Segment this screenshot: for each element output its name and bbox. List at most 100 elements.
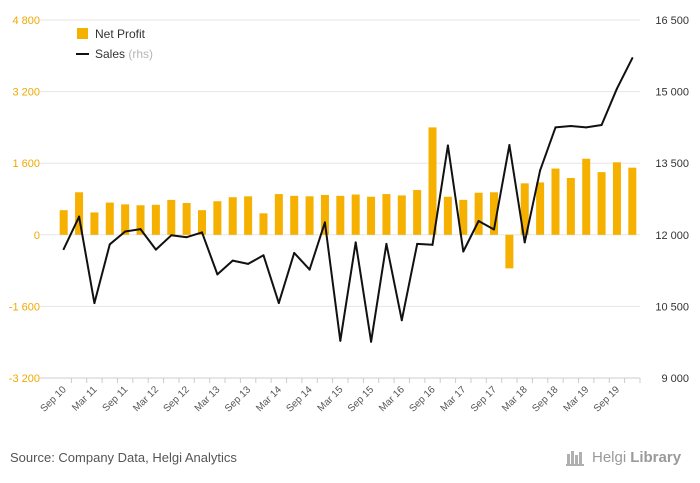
sales-point (308, 268, 311, 271)
sales-point (93, 302, 96, 305)
bar (428, 127, 437, 235)
sales-point (293, 251, 296, 254)
sales-point (354, 241, 357, 244)
bar (536, 182, 545, 235)
chart: -3 200 -1 600 0 1 600 3 200 4 800 9 000 10 500… (9, 15, 689, 415)
bar (443, 196, 452, 235)
bar (628, 167, 637, 235)
bar (244, 196, 253, 235)
legend-swatch-net-profit (77, 28, 88, 39)
net-profit-bars (59, 127, 637, 269)
left-tick-label: -1 600 (9, 301, 40, 313)
x-tick-label: Mar 13 (193, 384, 223, 414)
legend-label-sales-rhs: (rhs) (128, 47, 153, 61)
x-tick-label: Sep 16 (407, 384, 437, 414)
bar (228, 197, 237, 235)
bar (367, 196, 376, 235)
sales-point (62, 248, 65, 251)
x-tick-label: Mar 11 (70, 384, 100, 414)
brand-library: Library (630, 448, 682, 466)
sales-point (185, 236, 188, 239)
bar (490, 192, 498, 235)
legend-label-sales-name: Sales (95, 47, 125, 61)
sales-point (554, 126, 557, 129)
bar (198, 210, 206, 235)
x-tick-label: Mar 12 (131, 384, 161, 414)
x-tick-label: Sep 11 (101, 384, 131, 414)
sales-point (370, 340, 373, 343)
sales-point (462, 250, 465, 253)
bar (259, 213, 268, 235)
bar (305, 196, 314, 235)
left-tick-label: 0 (34, 230, 40, 242)
sales-point (339, 339, 342, 342)
sales-point (600, 124, 603, 127)
bar (290, 195, 299, 235)
sales-point (78, 215, 81, 218)
bar (213, 201, 222, 235)
sales-point (477, 219, 480, 222)
bar (597, 172, 606, 235)
legend-label-net-profit: Net Profit (95, 27, 146, 41)
x-tick-label: Sep 19 (592, 384, 622, 414)
bar (75, 192, 84, 235)
bar (413, 190, 422, 235)
bar (474, 192, 483, 235)
sales-point (493, 228, 495, 231)
bar (105, 202, 114, 235)
x-tick-label: Mar 15 (316, 384, 346, 414)
bar (90, 212, 99, 235)
left-tick-label: 3 200 (12, 87, 40, 99)
sales-point (385, 242, 388, 245)
sales-point (108, 243, 111, 246)
x-tick-label: Sep 10 (39, 384, 69, 414)
left-tick-label: 4 800 (12, 15, 40, 27)
x-tick-label: Mar 18 (500, 384, 530, 414)
x-tick-label: Mar 19 (562, 384, 592, 414)
right-tick-label: 15 000 (655, 87, 689, 99)
sales-point (569, 124, 572, 127)
bar (382, 194, 391, 235)
x-tick-label: Sep 17 (469, 384, 499, 414)
sales-point (247, 262, 250, 265)
bar (182, 203, 191, 235)
sales-point (446, 144, 449, 147)
helgi-library-logo: Helgi Library (566, 448, 681, 466)
sales-point (615, 87, 618, 90)
x-tick-label: Mar 16 (377, 384, 407, 414)
bar (566, 177, 575, 235)
bar (612, 162, 621, 235)
sales-point (416, 242, 419, 245)
sales-point (523, 241, 526, 244)
sales-point (201, 231, 203, 234)
right-axis-ticks: 9 000 10 500 12 000 13 500 15 000 16 500 (655, 15, 689, 385)
x-tick-label: Sep 14 (285, 384, 315, 414)
x-axis-ticks: Sep 10 Mar 11 Sep 11 Mar 12 Sep 12 Mar 13 Sep … (39, 378, 641, 415)
sales-point (508, 144, 511, 147)
sales-point (400, 319, 403, 322)
library-books-icon (566, 451, 584, 466)
left-tick-label: 1 600 (12, 158, 40, 170)
bar (136, 205, 145, 235)
sales-point (431, 243, 434, 246)
x-tick-label: Mar 14 (254, 384, 284, 414)
bar (520, 183, 529, 235)
right-tick-label: 13 500 (655, 158, 689, 170)
sales-point (277, 302, 280, 305)
right-tick-label: 10 500 (655, 301, 689, 313)
x-tick-label: Sep 13 (223, 384, 253, 414)
bar (505, 234, 514, 269)
sales-point (231, 259, 234, 262)
left-axis-ticks: -3 200 -1 600 0 1 600 3 200 4 800 (9, 15, 40, 385)
bar (167, 199, 176, 235)
bar (320, 194, 329, 235)
right-tick-label: 12 000 (655, 230, 689, 242)
bar (336, 195, 345, 235)
sales-point (631, 57, 634, 60)
sales-point (585, 126, 588, 129)
sales-point (124, 230, 127, 233)
bar (151, 204, 160, 235)
bar (551, 168, 560, 235)
sales-point (170, 234, 173, 237)
bar (121, 204, 130, 235)
